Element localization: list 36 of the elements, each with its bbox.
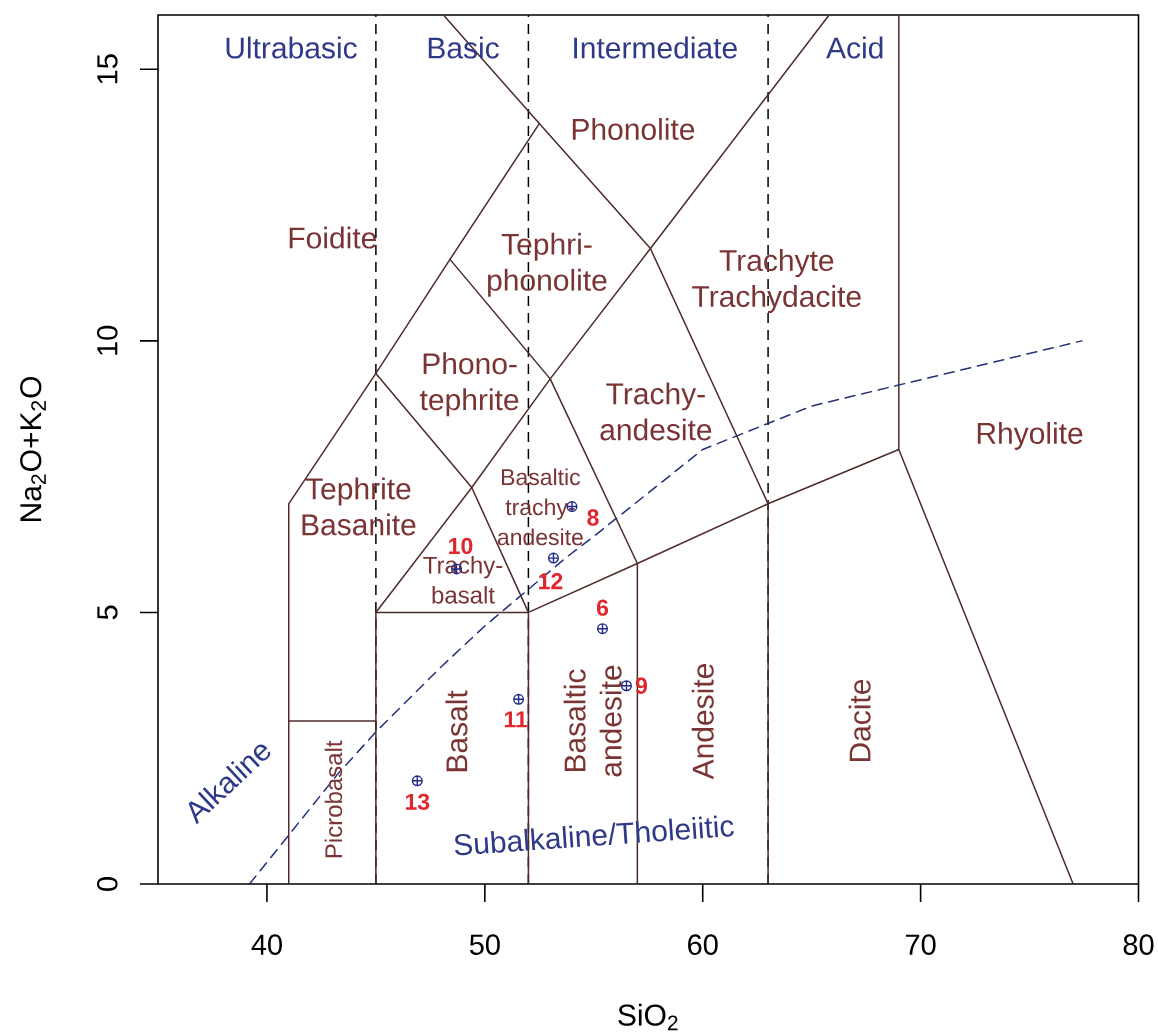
annotation: Tephri-phonolite xyxy=(488,232,607,297)
x-tick-label: 70 xyxy=(905,934,936,955)
y-axis-title: Na$_{2}$O+K$_{2}$O xyxy=(20,376,46,521)
annotation: Trachyte Trachydacite xyxy=(692,249,861,314)
annotation: Basalt xyxy=(445,690,468,772)
x-tick-label: 40 xyxy=(251,934,282,955)
annotation: 12 xyxy=(539,573,563,590)
annotation: Acid xyxy=(826,36,883,59)
x-tick-label: 80 xyxy=(1123,934,1154,955)
annotation: Phonolite xyxy=(572,117,695,140)
annotation: Ultrabasic xyxy=(226,36,357,59)
annotation: Foidite xyxy=(289,226,376,249)
annotation: Rhyolite xyxy=(977,421,1083,450)
annotation: Intermediate xyxy=(574,36,737,59)
annotation: Dacite xyxy=(848,679,871,762)
y-tick-label: 10 xyxy=(97,325,118,355)
annotation: Picrobasalt xyxy=(324,740,343,858)
annotation: 6 xyxy=(596,599,609,616)
x-tick-label: 60 xyxy=(688,934,718,955)
annotation: Subalkaline/Tholeiitic xyxy=(454,815,734,856)
y-tick-label: 5 xyxy=(97,605,118,620)
annotation: 11 xyxy=(504,711,528,728)
annotation: Phono-tephrite xyxy=(420,352,519,417)
x-axis-title: SiO$_{2}$ xyxy=(618,1003,678,1031)
annotation: Trachy-andesite xyxy=(600,382,712,441)
annotation: Basaltic trachy-andesite xyxy=(497,468,583,546)
annotation: Trachy-basalt xyxy=(423,556,503,604)
annotation: 13 xyxy=(405,793,430,810)
y-tick-label: 15 xyxy=(97,54,118,84)
annotation: 8 xyxy=(587,509,599,526)
annotation: Andesite xyxy=(691,664,714,780)
y-tick-label: 0 xyxy=(97,877,118,891)
annotation: Basaltic andesite xyxy=(563,665,622,777)
annotation: Tephrite Basanite xyxy=(302,477,416,536)
x-tick-label: 50 xyxy=(469,934,500,955)
annotation: 10 xyxy=(449,537,473,555)
